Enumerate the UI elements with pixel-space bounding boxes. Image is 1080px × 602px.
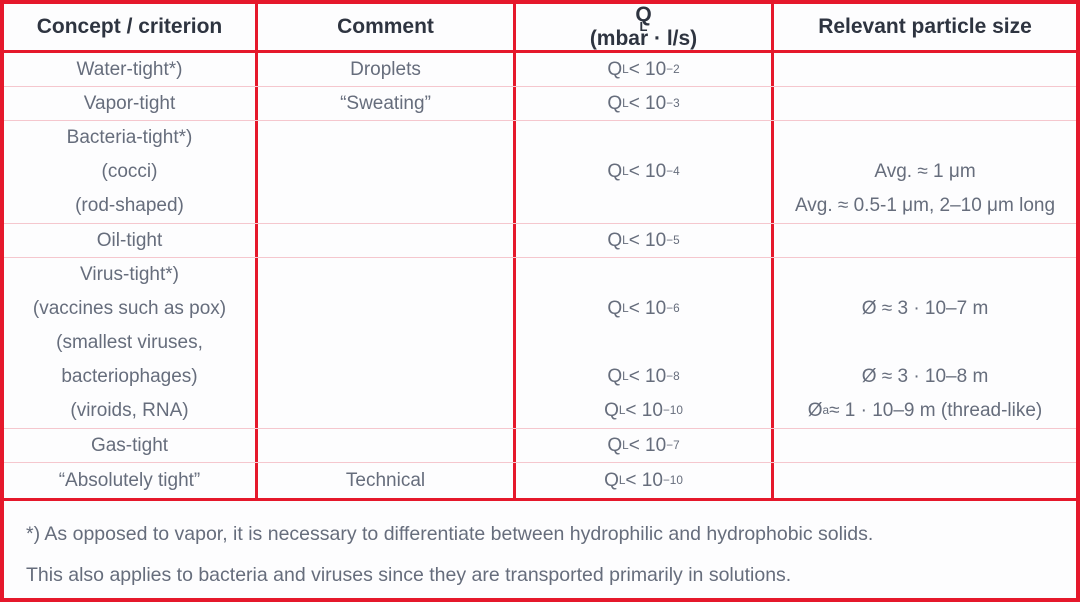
concept-line: bacteriophages) bbox=[61, 366, 198, 387]
comment-line bbox=[258, 360, 513, 394]
header-particle-size: Relevant particle size bbox=[818, 15, 1032, 38]
size-cell: Ø ≈ 3 · 10–7 m Ø ≈ 3 · 10–8 m Ø a ≈ 1 · 10–… bbox=[774, 258, 1076, 428]
footnote: *) As opposed to vapor, it is necessary … bbox=[4, 501, 1076, 596]
concept-line: Bacteria-tight*) bbox=[66, 127, 193, 148]
concept-cell: “Absolutely tight” bbox=[4, 463, 258, 498]
concept-line: (vaccines such as pox) bbox=[32, 298, 227, 319]
comment-cell bbox=[258, 224, 516, 257]
concept-cell: Gas-tight bbox=[4, 429, 258, 462]
comment-line bbox=[258, 292, 513, 326]
size-cell bbox=[774, 224, 1076, 257]
comment-line bbox=[258, 258, 513, 292]
table-row: Virus-tight*) (vaccines such as pox) (smal… bbox=[4, 258, 1076, 429]
size-cell bbox=[774, 463, 1076, 498]
comment-line bbox=[258, 189, 513, 223]
concept-line: “Absolutely tight” bbox=[58, 469, 201, 491]
concept-line: Water-tight*) bbox=[76, 58, 183, 80]
size-line: Ø ≈ 3 · 10–7 m bbox=[861, 298, 989, 319]
size-cell bbox=[774, 53, 1076, 86]
table-row: “Absolutely tight” Technical Q L < 10 −10 bbox=[4, 463, 1076, 501]
size-line bbox=[774, 258, 1076, 292]
comment-cell bbox=[258, 429, 516, 462]
ql-line bbox=[516, 258, 771, 292]
comment-cell bbox=[258, 258, 516, 428]
footnote-line-2: This also applies to bacteria and viruse… bbox=[26, 564, 792, 586]
comment-line bbox=[258, 326, 513, 360]
concept-line: (viroids, RNA) bbox=[70, 400, 189, 421]
concept-line: Vapor-tight bbox=[83, 92, 176, 114]
comment-line bbox=[258, 155, 513, 189]
table-row: Bacteria-tight*) (cocci) (rod-shaped) Q L < … bbox=[4, 121, 1076, 224]
comment-line: Droplets bbox=[350, 58, 421, 80]
table-body: Water-tight*) Droplets Q L < 10 −2 Vapor-tigh… bbox=[4, 53, 1076, 501]
concept-cell: Water-tight*) bbox=[4, 53, 258, 86]
comment-cell: Technical bbox=[258, 463, 516, 498]
concept-line: Gas-tight bbox=[90, 434, 169, 456]
size-cell bbox=[774, 87, 1076, 120]
size-line: Avg. ≈ 1 μm bbox=[874, 161, 976, 182]
size-line: Ø ≈ 3 · 10–8 m bbox=[861, 366, 989, 387]
comment-line bbox=[258, 394, 513, 428]
concept-cell: Bacteria-tight*) (cocci) (rod-shaped) bbox=[4, 121, 258, 223]
table-row: Gas-tight Q L < 10 −7 bbox=[4, 429, 1076, 463]
comment-cell: Droplets bbox=[258, 53, 516, 86]
table-row: Oil-tight Q L < 10 −5 bbox=[4, 224, 1076, 258]
size-line bbox=[774, 121, 1076, 155]
table-row: Water-tight*) Droplets Q L < 10 −2 bbox=[4, 53, 1076, 87]
footnote-line-1: *) As opposed to vapor, it is necessary … bbox=[26, 523, 874, 545]
size-cell: Avg. ≈ 1 μm Avg. ≈ 0.5-1 μm, 2–10 μm long bbox=[774, 121, 1076, 223]
concept-line: Virus-tight*) bbox=[80, 264, 179, 285]
ql-line bbox=[516, 189, 771, 223]
comment-line: Technical bbox=[345, 469, 426, 491]
table-row: Vapor-tight “Sweating” Q L < 10 −3 bbox=[4, 87, 1076, 121]
concept-cell: Vapor-tight bbox=[4, 87, 258, 120]
comment-line: “Sweating” bbox=[340, 92, 431, 114]
ql-line bbox=[516, 121, 771, 155]
comment-cell: “Sweating” bbox=[258, 87, 516, 120]
concept-line: (smallest viruses, bbox=[56, 332, 203, 353]
comment-line bbox=[258, 121, 513, 155]
ql-line bbox=[516, 326, 771, 360]
comment-cell bbox=[258, 121, 516, 223]
size-line: Avg. ≈ 0.5-1 μm, 2–10 μm long bbox=[794, 195, 1056, 216]
concept-cell: Virus-tight*) (vaccines such as pox) (smal… bbox=[4, 258, 258, 428]
size-cell bbox=[774, 429, 1076, 462]
concept-line: (cocci) bbox=[101, 161, 158, 182]
concept-line: (rod-shaped) bbox=[75, 195, 184, 216]
size-line: Ø a ≈ 1 · 10–9 m (thread-like) bbox=[807, 400, 1043, 421]
header-comment: Comment bbox=[258, 4, 516, 50]
header-concept: Concept / criterion bbox=[4, 4, 258, 50]
concept-line: Oil-tight bbox=[96, 229, 163, 251]
size-line bbox=[774, 326, 1076, 360]
concept-cell: Oil-tight bbox=[4, 224, 258, 257]
